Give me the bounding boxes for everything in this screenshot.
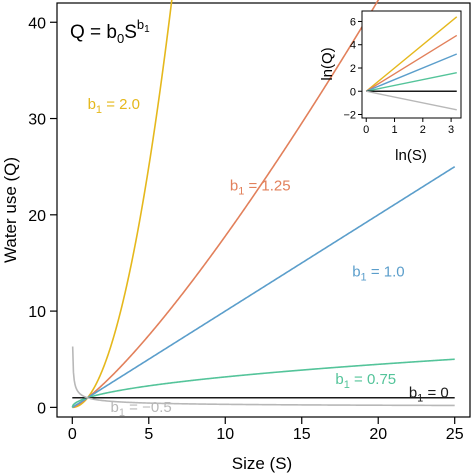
x-tick-label: 15 — [293, 426, 311, 443]
x-tick-label: 25 — [446, 426, 464, 443]
equation-b0-subscript: 0 — [117, 31, 124, 46]
inset-y-tick-label: 2 — [350, 63, 356, 75]
x-axis-label: Size (S) — [232, 454, 292, 473]
series-line-b1-1-0 — [71, 165, 456, 409]
equation-exponent: b — [137, 17, 144, 32]
inset-y-tick-label: 4 — [350, 40, 356, 52]
inset-x-tick-label: 1 — [391, 124, 397, 136]
inset-series-line-b1-2-0 — [365, 16, 458, 92]
inset-x-tick-label: 2 — [420, 124, 426, 136]
inset-series-line-b1-0-5 — [366, 90, 457, 111]
inset-axis-ticks: 0 1 2 3 −2 0 2 4 6 — [343, 16, 454, 136]
main-series-labels: b1 = 2.0 b1 = 1.25 b1 = 1.0 b1 = 0.75 b1 = 0… — [88, 96, 449, 419]
y-tick-label: 30 — [28, 112, 46, 129]
series-line-b1-0-5 — [71, 346, 455, 407]
equation-base: S — [124, 22, 137, 43]
inset-x-tick-label: 3 — [448, 124, 454, 136]
y-tick-label: 40 — [28, 15, 46, 32]
equation-lhs: Q = b — [70, 22, 117, 43]
inset-x-axis-label: ln(S) — [395, 147, 427, 164]
series-label-b1-0-5: b1 = −0.5 — [111, 399, 172, 419]
x-tick-label: 5 — [144, 426, 153, 443]
inset-y-axis-label: ln(Q) — [319, 47, 336, 80]
main-series-lines — [71, 0, 456, 409]
main-plot-frame — [56, 2, 471, 418]
inset-series-line-b1-1-0 — [365, 53, 458, 92]
inset-y-tick-label: 6 — [350, 16, 356, 28]
series-line-b1-0-75 — [71, 358, 455, 408]
equation-exponent-subscript: 1 — [144, 24, 150, 35]
x-tick-label: 10 — [216, 426, 234, 443]
series-label-b1-1-0: b1 = 1.0 — [352, 263, 404, 283]
series-line-b1-2-0 — [72, 0, 173, 409]
series-label-b1-0-75: b1 = 0.75 — [335, 371, 396, 391]
series-label-b1-0: b1 = 0 — [409, 385, 449, 405]
x-tick-label: 0 — [68, 426, 77, 443]
inset-y-tick-label: 0 — [350, 86, 356, 98]
equation-label: Q = b0Sb1 — [70, 17, 150, 46]
inset-x-tick-label: 0 — [363, 124, 369, 136]
series-line-b1-1-25 — [72, 0, 380, 409]
series-label-b1-1-25: b1 = 1.25 — [230, 178, 291, 198]
inset-y-tick-label: −2 — [343, 110, 356, 122]
inset-series-line-b1-0-75 — [366, 71, 457, 92]
y-tick-label: 10 — [28, 304, 46, 321]
x-tick-label: 20 — [369, 426, 387, 443]
inset-background — [362, 11, 461, 118]
inset-plot-frame — [361, 10, 462, 119]
series-label-b1-2-0: b1 = 2.0 — [88, 96, 140, 116]
y-tick-label: 0 — [37, 400, 46, 417]
y-axis-label: Water use (Q) — [1, 157, 20, 263]
inset-series-lines — [365, 16, 458, 111]
inset-chart: 0 1 2 3 −2 0 2 4 6 ln(S) ln(Q) — [319, 10, 462, 164]
inset-series-line-b1-1-25 — [365, 34, 458, 92]
y-tick-label: 20 — [28, 208, 46, 225]
